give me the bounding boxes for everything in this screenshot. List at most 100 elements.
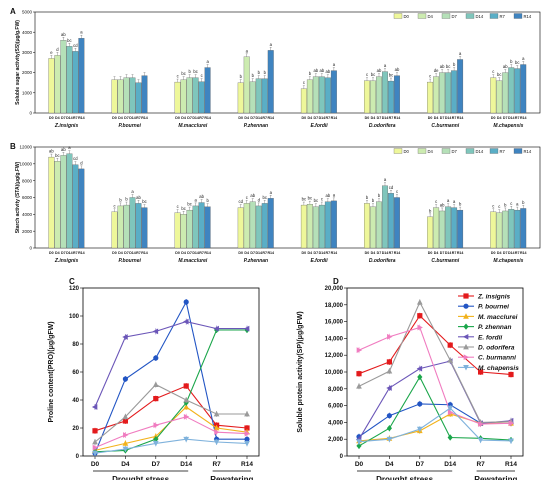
x-tick-label: D7 bbox=[124, 116, 129, 120]
marker bbox=[356, 442, 362, 450]
bar bbox=[261, 203, 268, 249]
marker bbox=[386, 436, 393, 443]
x-tick-label: D4 bbox=[434, 116, 439, 120]
bar bbox=[60, 40, 67, 114]
legend-label: P. bournei bbox=[478, 304, 509, 311]
y-tick-label: 120 bbox=[69, 286, 80, 292]
x-tick-label: D14 bbox=[445, 116, 452, 120]
significance-letter: a bbox=[333, 62, 336, 67]
x-tick-label: D14 bbox=[192, 251, 199, 255]
x-tick-label: D14 bbox=[129, 251, 136, 255]
y-tick-label: 5000 bbox=[22, 10, 33, 15]
bar bbox=[267, 198, 274, 249]
y-tick-label: 10,000 bbox=[325, 370, 344, 376]
marker bbox=[244, 430, 251, 437]
bar bbox=[249, 81, 256, 114]
marker bbox=[92, 450, 98, 457]
legend-label: M. chapensis bbox=[478, 365, 519, 372]
bar bbox=[237, 82, 244, 114]
bar bbox=[135, 203, 142, 249]
marker bbox=[153, 436, 159, 443]
bar bbox=[496, 80, 503, 114]
marker bbox=[463, 293, 469, 299]
y-axis-label: Proline content(PRO)(μg/gFW) bbox=[48, 321, 55, 422]
category-label: M.chapensis bbox=[493, 258, 523, 264]
marker bbox=[92, 438, 98, 445]
legend-label: D14 bbox=[476, 149, 484, 154]
marker bbox=[463, 323, 469, 330]
y-tick-label: 12000 bbox=[19, 145, 32, 150]
legend-swatch bbox=[417, 13, 427, 19]
bar bbox=[198, 81, 205, 114]
significance-letter: e bbox=[50, 50, 53, 55]
bar bbox=[111, 211, 118, 249]
series-line bbox=[94, 329, 247, 453]
y-tick-label: 8000 bbox=[22, 178, 33, 183]
significance-letter: b bbox=[252, 73, 255, 78]
x-tick-label: D0 bbox=[175, 251, 180, 255]
bar bbox=[394, 197, 400, 249]
x-tick-label: D7 bbox=[61, 251, 66, 255]
legend-swatch bbox=[513, 13, 523, 19]
marker bbox=[244, 436, 250, 442]
category-label: P.zhennan bbox=[244, 123, 268, 129]
bar bbox=[255, 78, 262, 114]
x-tick-label: D4 bbox=[308, 116, 313, 120]
category-label: Z.insignis bbox=[54, 123, 79, 129]
x-tick-label: D0 bbox=[491, 116, 496, 120]
x-tick-label: D7 bbox=[61, 116, 66, 120]
significance-letter: c bbox=[366, 72, 368, 77]
significance-letter: ab bbox=[440, 202, 445, 207]
bar bbox=[502, 210, 509, 249]
x-tick-label: R7 bbox=[136, 251, 141, 255]
bar bbox=[54, 161, 61, 249]
bar bbox=[382, 185, 388, 249]
panel-label: B bbox=[10, 142, 16, 151]
significance-letter: ab bbox=[250, 193, 255, 198]
x-tick-label: R14 bbox=[457, 251, 464, 255]
category-label: D.odorifera bbox=[369, 123, 396, 129]
significance-letter: c bbox=[492, 69, 494, 74]
legend-label: R14 bbox=[524, 14, 532, 19]
marker bbox=[244, 410, 250, 417]
significance-letter: b bbox=[453, 62, 456, 67]
bar bbox=[451, 70, 458, 114]
x-tick-label: D7 bbox=[124, 251, 129, 255]
bar-panel-b: B 0 2000 4000 6000 8000 10000 12000 Starch activ… bbox=[10, 142, 541, 264]
legend-label: E. fordii bbox=[478, 334, 502, 341]
x-tick-label: D0 bbox=[49, 251, 54, 255]
y-tick-label: 2000 bbox=[22, 229, 33, 234]
x-tick-label: D4 bbox=[118, 251, 123, 255]
bar bbox=[237, 207, 244, 249]
line-panel-c: C 0 20 40 60 80 100 120 Proline content(PRO)(μg/… bbox=[48, 277, 260, 480]
marker bbox=[123, 432, 129, 438]
legend-swatch bbox=[441, 148, 451, 154]
significance-letter: bc bbox=[497, 72, 501, 77]
x-tick-label: D4 bbox=[55, 251, 60, 255]
y-tick-label: 16,000 bbox=[325, 320, 344, 326]
bar bbox=[117, 205, 124, 249]
significance-letter: a bbox=[270, 42, 273, 47]
bar bbox=[180, 79, 187, 114]
bar bbox=[520, 208, 527, 249]
y-tick-label: 12,000 bbox=[325, 353, 344, 359]
y-tick-label: 0 bbox=[29, 111, 32, 116]
bar bbox=[324, 201, 331, 249]
panel-label: A bbox=[10, 7, 16, 16]
bar bbox=[312, 206, 319, 249]
significance-letter: c bbox=[429, 74, 431, 79]
significance-letter: b bbox=[258, 70, 261, 75]
x-tick-label: R14 bbox=[331, 251, 338, 255]
significance-letter: bc bbox=[181, 71, 185, 76]
category-label: P.zhennan bbox=[244, 258, 268, 264]
x-tick-label: R7 bbox=[136, 116, 141, 120]
marker bbox=[91, 404, 98, 410]
significance-letter: cd bbox=[73, 43, 78, 48]
marker bbox=[122, 418, 128, 424]
bar bbox=[451, 207, 458, 249]
marker bbox=[183, 403, 190, 410]
legend-label: R14 bbox=[524, 149, 532, 154]
series-line bbox=[94, 438, 248, 454]
bar bbox=[364, 80, 370, 114]
legend-label: R7 bbox=[500, 14, 506, 19]
